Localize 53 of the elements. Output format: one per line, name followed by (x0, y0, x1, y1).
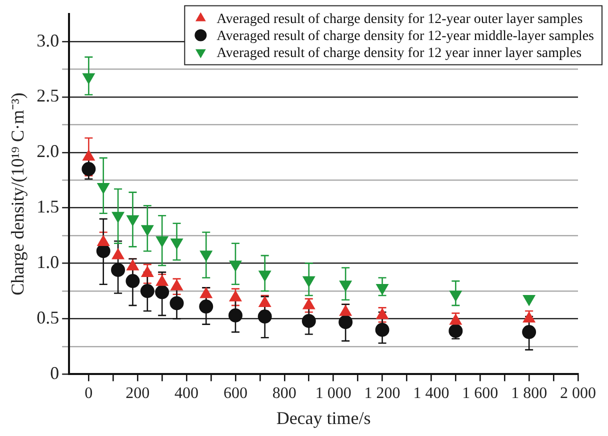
y-tick-label: 2.0 (36, 141, 60, 162)
x-tick-label: 200 (126, 385, 150, 402)
point (140, 284, 154, 298)
point (228, 308, 242, 322)
y-tick-label: 2.5 (36, 86, 60, 106)
point (156, 236, 168, 248)
x-tick-label: 400 (174, 385, 199, 402)
point (448, 324, 463, 338)
point (126, 215, 139, 226)
point (450, 290, 462, 302)
point (170, 296, 184, 310)
point (97, 183, 110, 194)
point (82, 162, 96, 176)
point (170, 238, 183, 250)
point (96, 244, 110, 258)
legend-label: Averaged result of charge density for 12 year inner layer samples (216, 46, 582, 61)
y-tick-label: 0.5 (36, 307, 60, 328)
y-axis-title: Charge density/(10¹⁹ C·m⁻³) (8, 92, 28, 296)
legend-label: Averaged result of charge density for 12-year outer layer samples (216, 12, 583, 27)
point (375, 322, 390, 337)
x-tick-label: 1 200 (364, 385, 400, 402)
point (141, 225, 154, 236)
x-tick-label: 800 (272, 385, 296, 402)
x-tick-label: 0 (84, 385, 93, 402)
point (522, 325, 536, 340)
point (258, 310, 272, 324)
x-axis-title: Decay time/s (276, 408, 371, 428)
point (200, 250, 212, 262)
x-tick-label: 600 (223, 385, 248, 402)
x-tick-label: 1 000 (315, 385, 352, 402)
point (112, 212, 124, 223)
legend-label: Averaged result of charge density for 12-year middle-layer samples (216, 28, 594, 44)
point (338, 315, 353, 330)
point (155, 285, 170, 300)
x-tick-label: 1 600 (462, 385, 498, 402)
x-tick-label: 1 400 (413, 385, 450, 402)
point (229, 260, 242, 272)
y-tick-label: 1.0 (36, 252, 60, 272)
y-tick-label: 3.0 (36, 30, 60, 50)
y-tick-label: 0 (50, 362, 60, 383)
point (199, 300, 214, 314)
point (376, 284, 388, 295)
point (302, 276, 315, 287)
x-tick-label: 2 000 (560, 385, 596, 402)
x-tick-label: 1 800 (511, 385, 548, 402)
point (126, 274, 140, 288)
point (258, 270, 271, 282)
point (339, 280, 352, 292)
point (522, 295, 536, 306)
point (111, 262, 126, 277)
y-tick-label: 1.5 (36, 196, 60, 217)
point (82, 73, 95, 84)
point (302, 314, 316, 328)
